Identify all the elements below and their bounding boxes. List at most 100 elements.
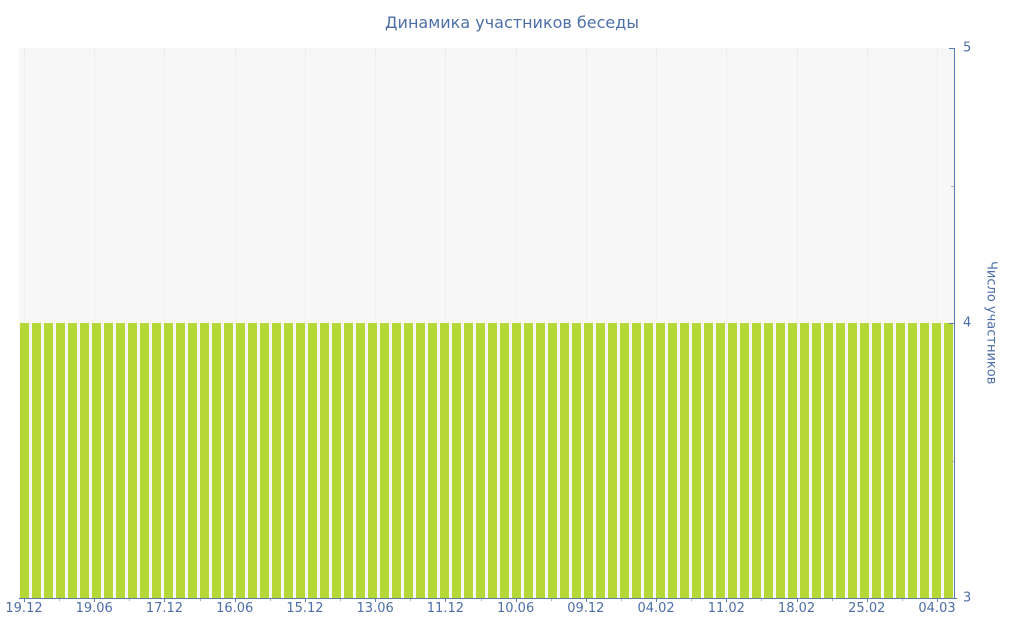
- bar[interactable]: [32, 323, 41, 598]
- bar[interactable]: [260, 323, 269, 598]
- x-axis-minor-tick: [410, 598, 412, 601]
- x-axis-label: 15.12: [286, 601, 324, 616]
- bar[interactable]: [236, 323, 245, 598]
- y-axis-labels: 5 4 3: [963, 41, 983, 606]
- bar[interactable]: [440, 323, 449, 598]
- bar[interactable]: [392, 323, 401, 598]
- bar[interactable]: [44, 323, 53, 598]
- bar[interactable]: [824, 323, 833, 598]
- bar[interactable]: [80, 323, 89, 598]
- bar[interactable]: [764, 323, 773, 598]
- bar[interactable]: [476, 323, 485, 598]
- bar[interactable]: [848, 323, 857, 598]
- bar[interactable]: [320, 323, 329, 598]
- bar[interactable]: [728, 323, 737, 598]
- x-axis-tick: [445, 598, 447, 602]
- bar[interactable]: [20, 323, 29, 598]
- bar[interactable]: [656, 323, 665, 598]
- y-axis-minor-tick: [951, 185, 955, 187]
- bar[interactable]: [644, 323, 653, 598]
- bar[interactable]: [284, 323, 293, 598]
- bar[interactable]: [800, 323, 809, 598]
- bar[interactable]: [860, 323, 869, 598]
- x-axis-minor-tick: [761, 598, 763, 601]
- bar[interactable]: [716, 323, 725, 598]
- bar[interactable]: [380, 323, 389, 598]
- bar[interactable]: [56, 323, 65, 598]
- bar[interactable]: [212, 323, 221, 598]
- bar[interactable]: [248, 323, 257, 598]
- bar[interactable]: [608, 323, 617, 598]
- bar[interactable]: [776, 323, 785, 598]
- bar[interactable]: [512, 323, 521, 598]
- bar[interactable]: [128, 323, 137, 598]
- bar[interactable]: [104, 323, 113, 598]
- bar[interactable]: [344, 323, 353, 598]
- bar[interactable]: [356, 323, 365, 598]
- bar[interactable]: [488, 323, 497, 598]
- bar[interactable]: [584, 323, 593, 598]
- bar[interactable]: [116, 323, 125, 598]
- bar[interactable]: [176, 323, 185, 598]
- bar[interactable]: [572, 323, 581, 598]
- bar[interactable]: [68, 323, 77, 598]
- bar[interactable]: [668, 323, 677, 598]
- plot-area: [19, 48, 957, 602]
- bar[interactable]: [932, 323, 941, 598]
- bar[interactable]: [428, 323, 437, 598]
- x-axis-minor-tick: [831, 598, 833, 601]
- bar[interactable]: [92, 323, 101, 598]
- bar[interactable]: [632, 323, 641, 598]
- bar[interactable]: [740, 323, 749, 598]
- bar[interactable]: [368, 323, 377, 598]
- bar[interactable]: [536, 323, 545, 598]
- y-axis-title: Число участников: [983, 261, 999, 385]
- x-axis-label: 11.02: [707, 601, 745, 616]
- bar[interactable]: [920, 323, 929, 598]
- x-axis-minor-tick: [59, 598, 61, 601]
- x-axis-label: 19.12: [5, 601, 43, 616]
- bar[interactable]: [224, 323, 233, 598]
- x-axis-tick: [24, 598, 25, 602]
- x-axis-label: 04.03: [918, 601, 956, 616]
- bar[interactable]: [872, 323, 881, 598]
- x-axis-label: 04.02: [637, 601, 675, 616]
- bar[interactable]: [944, 323, 953, 598]
- bar[interactable]: [752, 323, 761, 598]
- bar[interactable]: [908, 323, 917, 598]
- bar[interactable]: [416, 323, 425, 598]
- bar[interactable]: [560, 323, 569, 598]
- bar[interactable]: [164, 323, 173, 598]
- bar[interactable]: [812, 323, 821, 598]
- bar[interactable]: [896, 323, 905, 598]
- bar[interactable]: [308, 323, 317, 598]
- bar[interactable]: [524, 323, 533, 598]
- x-axis-minor-tick: [550, 598, 552, 601]
- bar[interactable]: [404, 323, 413, 598]
- bar[interactable]: [548, 323, 557, 598]
- bar[interactable]: [152, 323, 161, 598]
- bar[interactable]: [296, 323, 305, 598]
- bar[interactable]: [140, 323, 149, 598]
- x-axis-minor-tick: [129, 598, 131, 601]
- bar[interactable]: [452, 323, 461, 598]
- bar[interactable]: [704, 323, 713, 598]
- gridline: [234, 48, 236, 598]
- y-axis-tick: [949, 323, 955, 324]
- bar[interactable]: [596, 323, 605, 598]
- bar[interactable]: [680, 323, 689, 598]
- bar[interactable]: [272, 323, 281, 598]
- chart-title: Динамика участников беседы: [385, 13, 639, 32]
- bar[interactable]: [836, 323, 845, 598]
- x-axis-minor-tick: [901, 598, 903, 601]
- bar[interactable]: [788, 323, 797, 598]
- bar[interactable]: [620, 323, 629, 598]
- bar[interactable]: [332, 323, 341, 598]
- bar[interactable]: [188, 323, 197, 598]
- bar[interactable]: [464, 323, 473, 598]
- bar[interactable]: [500, 323, 509, 598]
- bar[interactable]: [884, 323, 893, 598]
- bar[interactable]: [200, 323, 209, 598]
- bar[interactable]: [692, 323, 701, 598]
- x-axis-minor-tick: [620, 598, 622, 601]
